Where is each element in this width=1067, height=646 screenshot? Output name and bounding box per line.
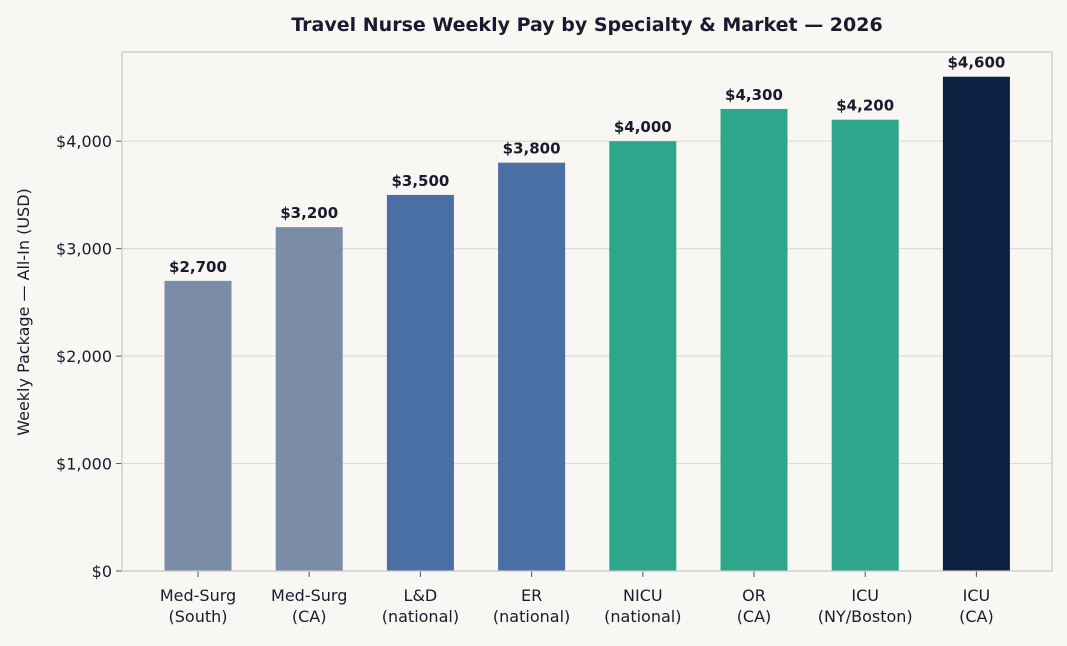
x-tick-label: ICU (CA) <box>959 586 994 626</box>
bar-value-label: $4,600 <box>947 54 1005 72</box>
y-tick-label: $3,000 <box>56 240 112 259</box>
bar <box>942 76 1010 571</box>
x-tick-label: Med-Surg (South) <box>160 586 236 626</box>
bar <box>720 108 788 571</box>
y-tick-label: $0 <box>92 562 112 581</box>
bar-value-label: $3,800 <box>503 140 561 158</box>
y-tick-label: $4,000 <box>56 132 112 151</box>
bar-value-label: $4,300 <box>725 86 783 104</box>
x-tick-label: NICU (national) <box>604 586 681 626</box>
bar-value-label: $4,000 <box>614 118 672 136</box>
bar <box>498 162 566 572</box>
bar-value-label: $3,200 <box>280 204 338 222</box>
bar <box>275 227 343 572</box>
y-tick-label: $2,000 <box>56 347 112 366</box>
x-tick-label: ICU (NY/Boston) <box>818 586 913 626</box>
x-tick-label: Med-Surg (CA) <box>271 586 347 626</box>
bar <box>609 141 677 571</box>
bar-value-label: $3,500 <box>391 172 449 190</box>
plot-background <box>122 52 1052 571</box>
plot-border <box>121 51 1053 572</box>
plot-area: $2,700 Med-Surg (South) $3,200 Med-Surg (CA) $… <box>56 51 1053 626</box>
bar <box>164 280 232 571</box>
x-tick-label: L&D (national) <box>382 586 459 626</box>
y-tick-label: $1,000 <box>56 455 112 474</box>
x-tick-label: OR (CA) <box>737 586 772 626</box>
x-tick-label: ER (national) <box>493 586 570 626</box>
bar-value-label: $4,200 <box>836 97 894 115</box>
bar-value-label: $2,700 <box>169 258 227 276</box>
bar <box>386 194 454 572</box>
bar <box>831 119 899 572</box>
chart-title: Travel Nurse Weekly Pay by Specialty & M… <box>291 14 882 36</box>
y-axis-label: Weekly Package — All-In (USD) <box>14 188 33 436</box>
